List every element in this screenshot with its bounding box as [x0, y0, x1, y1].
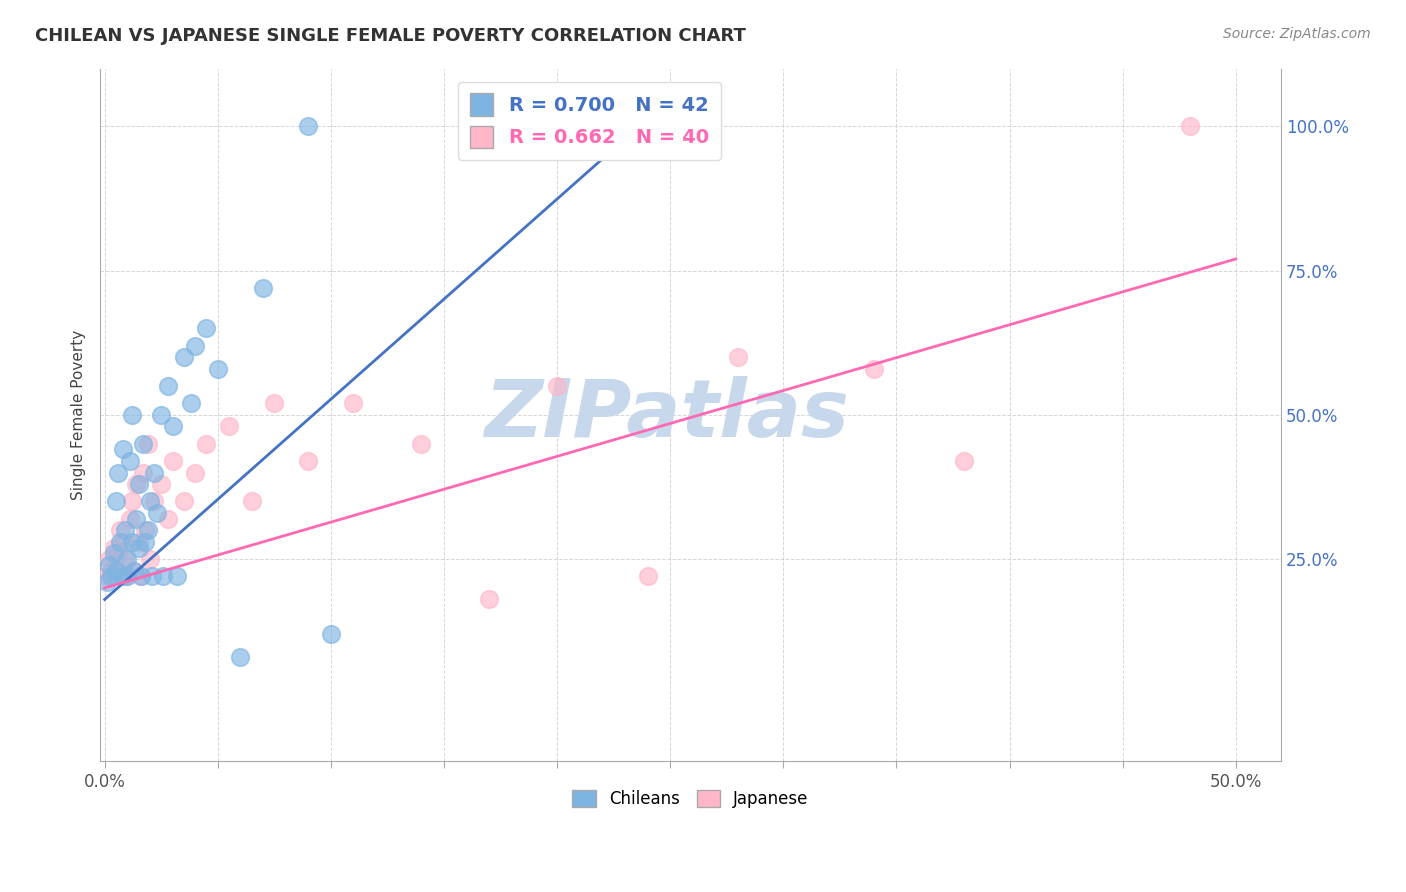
Point	[218, 419, 240, 434]
Point	[297, 454, 319, 468]
Point	[110, 534, 132, 549]
Point	[96, 569, 118, 583]
Point	[478, 592, 501, 607]
Point	[139, 552, 162, 566]
Point	[166, 569, 188, 583]
Point	[727, 350, 749, 364]
Point	[1180, 120, 1202, 134]
Point	[121, 534, 143, 549]
Point	[125, 511, 148, 525]
Point	[129, 569, 152, 583]
Point	[195, 436, 218, 450]
Point	[139, 494, 162, 508]
Point	[111, 442, 134, 457]
Point	[128, 541, 150, 555]
Point	[118, 511, 141, 525]
Point	[953, 454, 976, 468]
Point	[263, 396, 285, 410]
Point	[103, 546, 125, 560]
Point	[117, 569, 139, 583]
Point	[240, 494, 263, 508]
Point	[180, 396, 202, 410]
Point	[637, 569, 659, 583]
Point	[136, 523, 159, 537]
Point	[117, 569, 139, 583]
Point	[132, 436, 155, 450]
Point	[195, 321, 218, 335]
Point	[134, 523, 156, 537]
Point	[162, 419, 184, 434]
Point	[104, 558, 127, 572]
Point	[98, 552, 121, 566]
Legend: Chileans, Japanese: Chileans, Japanese	[565, 783, 815, 815]
Point	[143, 466, 166, 480]
Point	[252, 281, 274, 295]
Point	[121, 494, 143, 508]
Point	[152, 569, 174, 583]
Point	[173, 350, 195, 364]
Text: CHILEAN VS JAPANESE SINGLE FEMALE POVERTY CORRELATION CHART: CHILEAN VS JAPANESE SINGLE FEMALE POVERT…	[35, 27, 747, 45]
Point	[128, 477, 150, 491]
Point	[104, 564, 127, 578]
Point	[100, 564, 122, 578]
Point	[114, 523, 136, 537]
Point	[96, 575, 118, 590]
Point	[150, 477, 173, 491]
Y-axis label: Single Female Poverty: Single Female Poverty	[72, 330, 86, 500]
Point	[229, 650, 252, 665]
Point	[111, 569, 134, 583]
Point	[104, 494, 127, 508]
Point	[184, 338, 207, 352]
Point	[184, 466, 207, 480]
Text: ZIPatlas: ZIPatlas	[485, 376, 849, 454]
Point	[117, 552, 139, 566]
Point	[134, 534, 156, 549]
Point	[125, 477, 148, 491]
Point	[150, 408, 173, 422]
Point	[114, 552, 136, 566]
Point	[156, 511, 179, 525]
Point	[122, 564, 145, 578]
Point	[107, 466, 129, 480]
Point	[129, 569, 152, 583]
Point	[156, 379, 179, 393]
Point	[411, 436, 433, 450]
Point	[111, 534, 134, 549]
Point	[136, 436, 159, 450]
Point	[145, 506, 167, 520]
Text: Source: ZipAtlas.com: Source: ZipAtlas.com	[1223, 27, 1371, 41]
Point	[141, 569, 163, 583]
Point	[118, 454, 141, 468]
Point	[546, 379, 568, 393]
Point	[297, 120, 319, 134]
Point	[862, 361, 884, 376]
Point	[128, 534, 150, 549]
Point	[110, 523, 132, 537]
Point	[173, 494, 195, 508]
Point	[342, 396, 364, 410]
Point	[122, 564, 145, 578]
Point	[107, 546, 129, 560]
Point	[132, 466, 155, 480]
Point	[207, 361, 229, 376]
Point	[143, 494, 166, 508]
Point	[121, 408, 143, 422]
Point	[319, 627, 342, 641]
Point	[98, 558, 121, 572]
Point	[162, 454, 184, 468]
Point	[103, 541, 125, 555]
Point	[100, 569, 122, 583]
